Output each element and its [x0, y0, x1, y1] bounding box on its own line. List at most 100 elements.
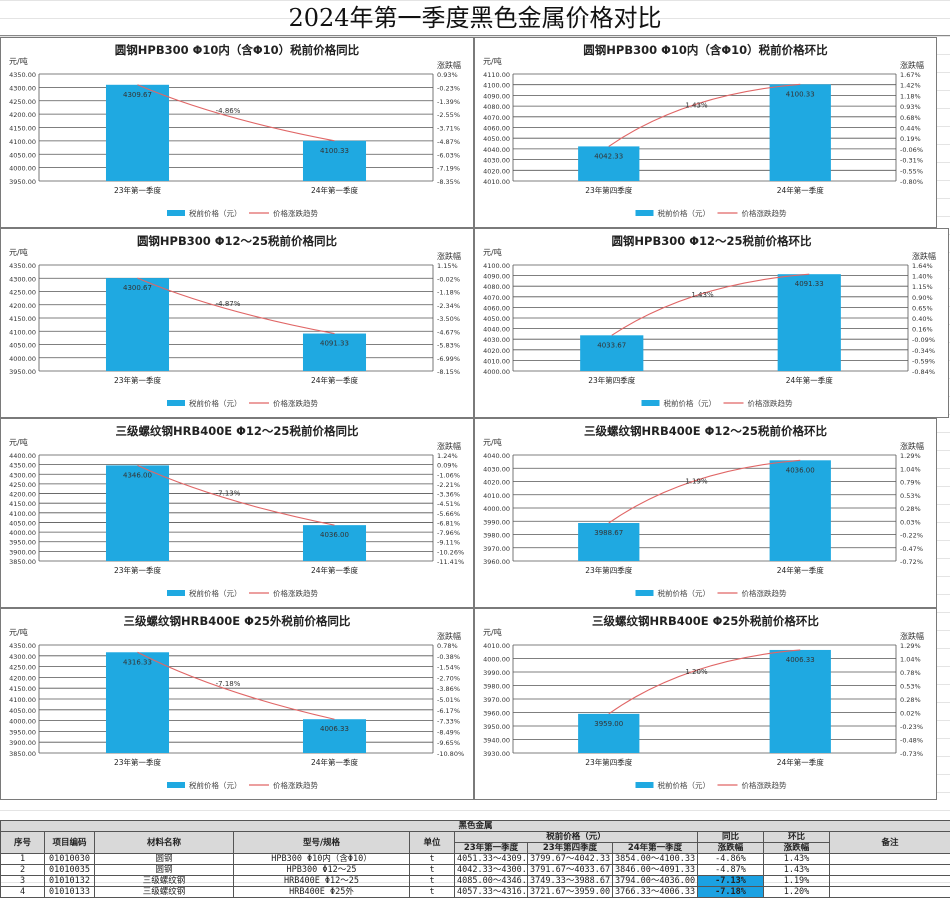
- chart-panel[interactable]: 三级螺纹钢HRB400E Φ12～25税前价格同比 元/吨 涨跌幅 4400.00 1.…: [0, 418, 474, 608]
- cell-q4-23[interactable]: 3791.67～4033.67: [527, 864, 613, 876]
- table-row[interactable]: 1 01010030 圆钢 HPB300 Φ10内（含Φ10） t 4051.33～430…: [0, 853, 950, 865]
- bar[interactable]: [578, 523, 640, 561]
- header-spec: 型号/规格: [233, 831, 410, 854]
- cell-name[interactable]: 圆钢: [94, 853, 234, 865]
- trend-line[interactable]: [608, 459, 801, 524]
- bar[interactable]: [302, 140, 367, 181]
- cell-seq[interactable]: 4: [0, 886, 45, 898]
- cell-q1-23[interactable]: 4051.33～4309.67: [454, 853, 528, 865]
- cell-note[interactable]: [829, 875, 950, 887]
- y-tick-label: 4350.00: [9, 642, 36, 650]
- bar[interactable]: [105, 84, 170, 181]
- trend-line[interactable]: [611, 273, 810, 336]
- bar[interactable]: [105, 465, 170, 561]
- bar[interactable]: [580, 335, 644, 371]
- y2-tick-label: -0.73%: [900, 750, 923, 758]
- cell-q4-23[interactable]: 3721.67～3959.00: [527, 886, 613, 898]
- bar[interactable]: [302, 525, 367, 561]
- y-tick-label: 4150.00: [9, 685, 36, 693]
- bar[interactable]: [105, 278, 170, 371]
- trend-line[interactable]: [608, 649, 801, 715]
- trend-line[interactable]: [137, 277, 335, 335]
- cell-unit[interactable]: t: [409, 886, 455, 898]
- cell-mom[interactable]: 1.19%: [763, 875, 830, 887]
- cell-unit[interactable]: t: [409, 853, 455, 865]
- x-category-label: 23年第一季度: [114, 565, 162, 575]
- cell-yoy[interactable]: -4.86%: [697, 853, 764, 865]
- chart-panel[interactable]: 圆钢HPB300 Φ12～25税前价格环比 元/吨 涨跌幅 4100.00 1.64% 4…: [474, 228, 949, 418]
- cell-q1-24[interactable]: 3794.00～4036.00: [612, 875, 698, 887]
- chart-panel[interactable]: 三级螺纹钢HRB400E Φ25外税前价格环比 元/吨 涨跌幅 4010.00 1.29…: [474, 608, 937, 800]
- cell-q1-24[interactable]: 3846.00～4091.33: [612, 864, 698, 876]
- bar[interactable]: [578, 146, 640, 181]
- cell-seq[interactable]: 3: [0, 875, 45, 887]
- cell-yoy[interactable]: -4.87%: [697, 864, 764, 876]
- cell-code[interactable]: 01010132: [44, 875, 95, 887]
- cell-note[interactable]: [829, 864, 950, 876]
- cell-mom[interactable]: 1.20%: [763, 886, 830, 898]
- cell-name[interactable]: 三级螺纹钢: [94, 886, 234, 898]
- cell-code[interactable]: 01010030: [44, 853, 95, 865]
- trend-line[interactable]: [137, 84, 335, 142]
- cell-yoy[interactable]: -7.13%: [697, 875, 764, 887]
- table-row[interactable]: 3 01010132 三级螺纹钢 HRB400E Φ12～25 t 4085.00～434…: [0, 875, 950, 887]
- cell-q1-23[interactable]: 4042.33～4300.67: [454, 864, 528, 876]
- y2-tick-label: -6.99%: [437, 355, 460, 363]
- cell-unit[interactable]: t: [409, 864, 455, 876]
- chart-panel[interactable]: 三级螺纹钢HRB400E Φ12～25税前价格环比 元/吨 涨跌幅 4040.00 1.…: [474, 418, 937, 608]
- cell-q4-23[interactable]: 3749.33～3988.67: [527, 875, 613, 887]
- cell-mom[interactable]: 1.43%: [763, 853, 830, 865]
- trend-line[interactable]: [137, 464, 335, 526]
- cell-seq[interactable]: 2: [0, 864, 45, 876]
- cell-q1-24[interactable]: 3766.33～4006.33: [612, 886, 698, 898]
- chart-panel[interactable]: 圆钢HPB300 Φ12～25税前价格同比 元/吨 涨跌幅 4350.00 1.15% 4…: [0, 228, 474, 418]
- y2-tick-label: -9.65%: [437, 739, 460, 747]
- bar[interactable]: [769, 460, 831, 561]
- cell-spec[interactable]: HPB300 Φ12～25: [233, 864, 410, 876]
- trend-line[interactable]: [608, 83, 801, 147]
- y-tick-label: 4000.00: [483, 368, 510, 376]
- chart-panel[interactable]: 圆钢HPB300 Φ10内（含Φ10）税前价格同比 元/吨 涨跌幅 4350.00 0.…: [0, 37, 474, 228]
- y-tick-label: 4100.00: [483, 82, 510, 90]
- y2-tick-label: 0.90%: [912, 294, 933, 302]
- cell-name[interactable]: 圆钢: [94, 864, 234, 876]
- bar[interactable]: [302, 719, 367, 753]
- cell-q1-23[interactable]: 4085.00～4346.00: [454, 875, 528, 887]
- cell-seq[interactable]: 1: [0, 853, 45, 865]
- cell-spec[interactable]: HRB400E Φ12～25: [233, 875, 410, 887]
- bar[interactable]: [769, 84, 831, 181]
- y2-tick-label: -2.21%: [437, 481, 460, 489]
- legend-line-label: 价格涨跌趋势: [273, 208, 318, 218]
- bar[interactable]: [105, 652, 170, 753]
- bar[interactable]: [302, 333, 367, 371]
- y-tick-label: 3940.00: [483, 737, 510, 745]
- bar[interactable]: [777, 274, 841, 371]
- bar[interactable]: [769, 649, 831, 753]
- chart-panel[interactable]: 三级螺纹钢HRB400E Φ25外税前价格同比 元/吨 涨跌幅 4350.00 0.78…: [0, 608, 474, 800]
- y2-tick-label: -0.22%: [900, 532, 923, 540]
- cell-note[interactable]: [829, 886, 950, 898]
- cell-note[interactable]: [829, 853, 950, 865]
- cell-unit[interactable]: t: [409, 875, 455, 887]
- cell-code[interactable]: 01010133: [44, 886, 95, 898]
- page-title: 2024年第一季度黑色金属价格对比: [0, 0, 950, 36]
- cell-code[interactable]: 01010035: [44, 864, 95, 876]
- y2-tick-label: -4.67%: [437, 328, 460, 336]
- cell-yoy[interactable]: -7.18%: [697, 886, 764, 898]
- y2-tick-label: -0.48%: [900, 737, 923, 745]
- cell-mom[interactable]: 1.43%: [763, 864, 830, 876]
- cell-name[interactable]: 三级螺纹钢: [94, 875, 234, 887]
- table-row[interactable]: 4 01010133 三级螺纹钢 HRB400E Φ25外 t 4057.33～4316.…: [0, 886, 950, 898]
- chart-panel[interactable]: 圆钢HPB300 Φ10内（含Φ10）税前价格环比 元/吨 涨跌幅 4110.00 1.…: [474, 37, 937, 228]
- cell-spec[interactable]: HPB300 Φ10内（含Φ10）: [233, 853, 410, 865]
- bar-value-label: 4042.33: [594, 152, 623, 160]
- y-tick-label: 3960.00: [483, 558, 510, 566]
- bar[interactable]: [578, 713, 640, 753]
- trend-line[interactable]: [137, 651, 335, 720]
- cell-q1-24[interactable]: 3854.00～4100.33: [612, 853, 698, 865]
- cell-q1-23[interactable]: 4057.33～4316.33: [454, 886, 528, 898]
- cell-spec[interactable]: HRB400E Φ25外: [233, 886, 410, 898]
- cell-q4-23[interactable]: 3799.67～4042.33: [527, 853, 613, 865]
- price-table-container: 黑色金属 序号 项目编码 材料名称 型号/规格 单位 税前价格（元） 同比 环比…: [0, 820, 950, 898]
